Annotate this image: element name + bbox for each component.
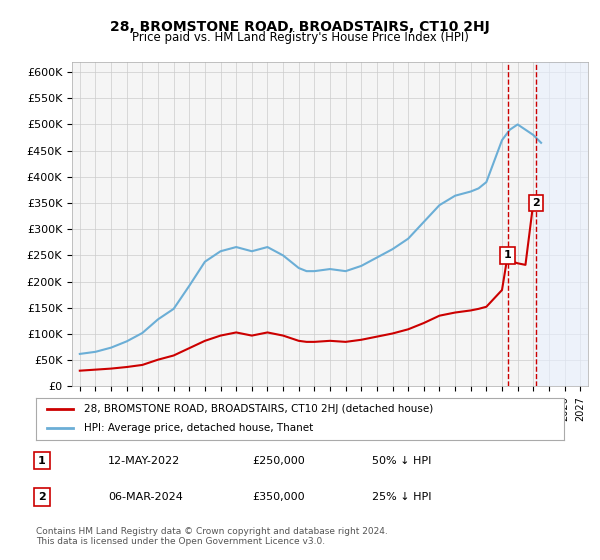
Text: £350,000: £350,000 — [252, 492, 305, 502]
Text: £250,000: £250,000 — [252, 456, 305, 465]
Bar — [536, 62, 588, 386]
Text: 2: 2 — [532, 198, 540, 208]
Text: Price paid vs. HM Land Registry's House Price Index (HPI): Price paid vs. HM Land Registry's House … — [131, 31, 469, 44]
Text: 06-MAR-2024: 06-MAR-2024 — [108, 492, 183, 502]
Text: Contains HM Land Registry data © Crown copyright and database right 2024.
This d: Contains HM Land Registry data © Crown c… — [36, 526, 388, 546]
Text: 1: 1 — [504, 250, 512, 260]
Text: 1: 1 — [38, 456, 46, 465]
Text: 25% ↓ HPI: 25% ↓ HPI — [372, 492, 431, 502]
Text: 28, BROMSTONE ROAD, BROADSTAIRS, CT10 2HJ (detached house): 28, BROMSTONE ROAD, BROADSTAIRS, CT10 2H… — [83, 404, 433, 414]
Text: 50% ↓ HPI: 50% ↓ HPI — [372, 456, 431, 465]
Text: HPI: Average price, detached house, Thanet: HPI: Average price, detached house, Than… — [83, 423, 313, 433]
Text: 2: 2 — [38, 492, 46, 502]
Text: 12-MAY-2022: 12-MAY-2022 — [108, 456, 180, 465]
Text: 28, BROMSTONE ROAD, BROADSTAIRS, CT10 2HJ: 28, BROMSTONE ROAD, BROADSTAIRS, CT10 2H… — [110, 20, 490, 34]
